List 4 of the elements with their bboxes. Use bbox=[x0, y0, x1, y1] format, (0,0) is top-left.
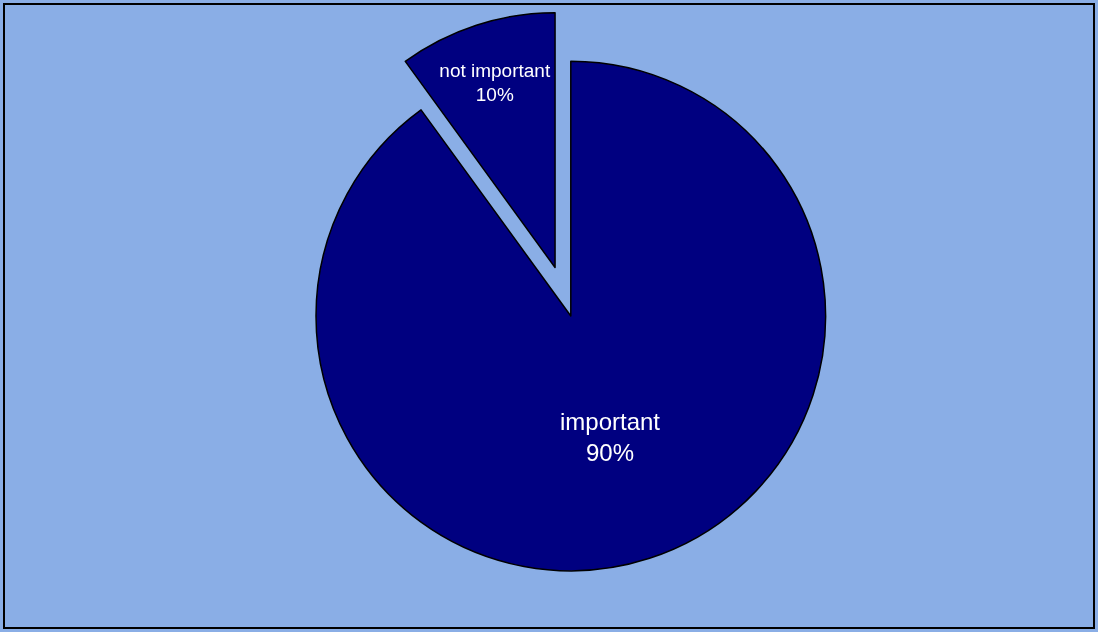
slice-label: important bbox=[559, 408, 661, 436]
slice-label: not important bbox=[439, 59, 551, 81]
data-label: 10% bbox=[475, 84, 514, 106]
data-label: 90% bbox=[585, 439, 635, 467]
